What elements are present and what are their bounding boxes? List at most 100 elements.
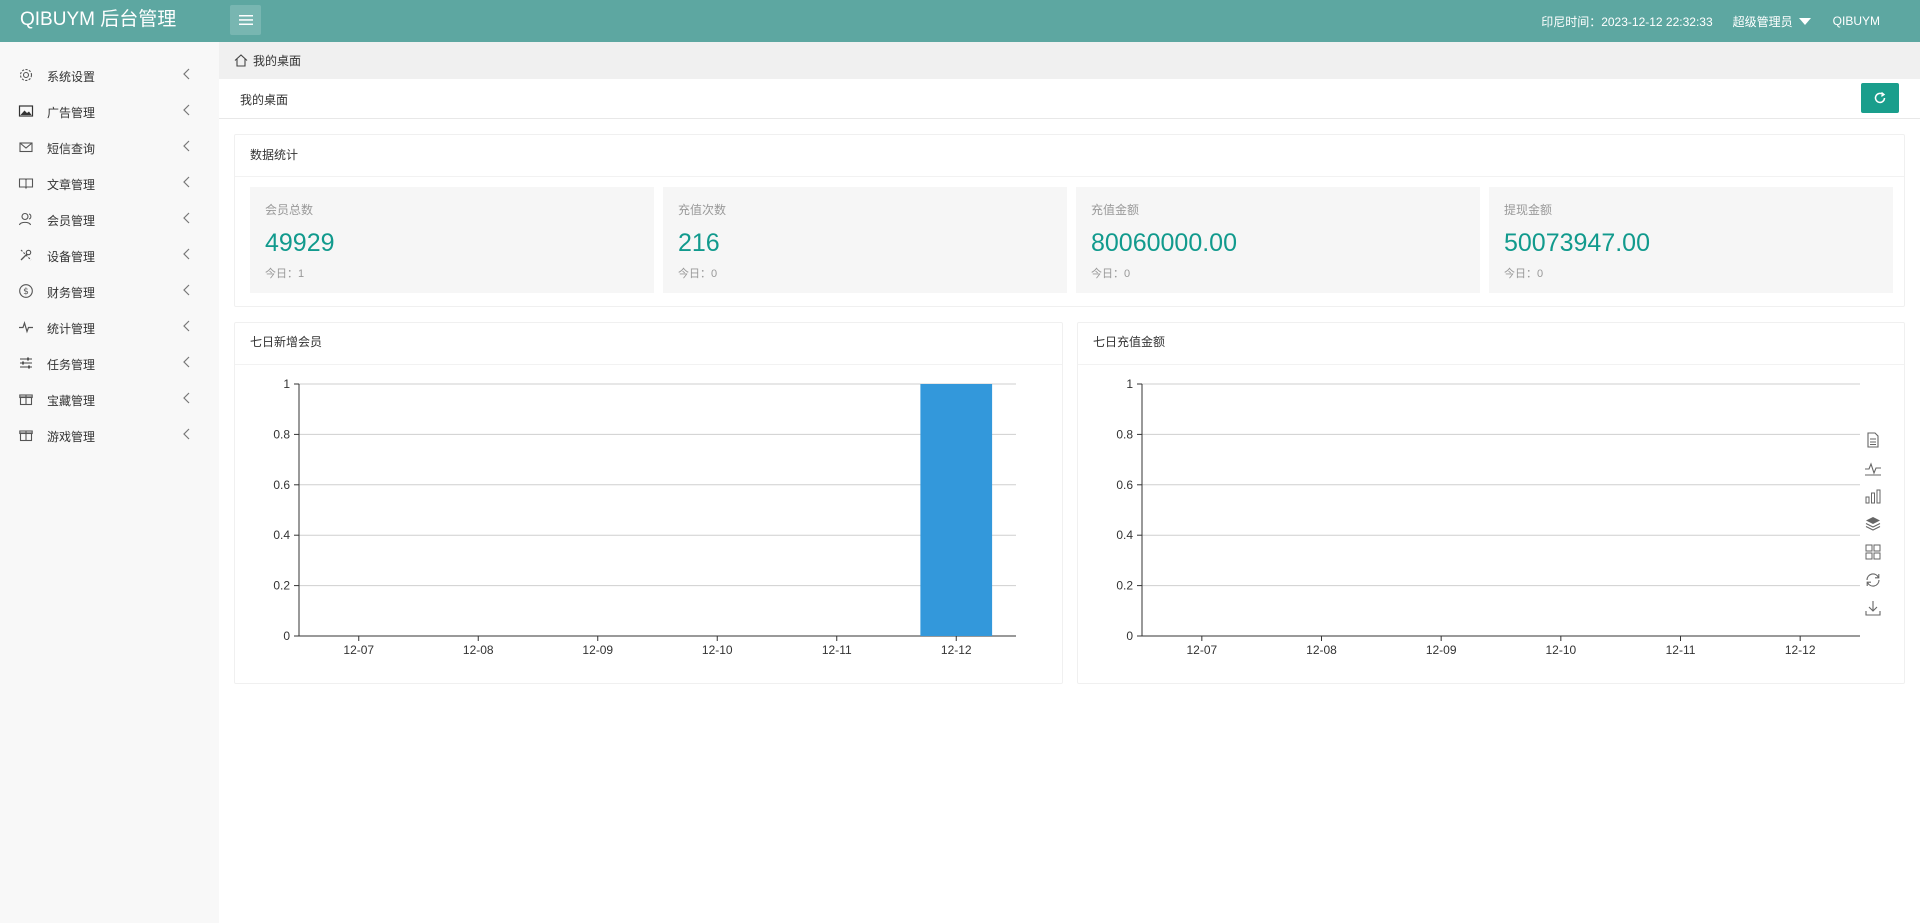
sidebar-item-statistics[interactable]: 统计管理 (0, 308, 219, 344)
stats-panel: 数据统计 会员总数 49929 今日：1 充值次数 216 今日：0 充值金额 … (234, 134, 1905, 307)
home-icon (234, 54, 248, 67)
download-icon[interactable] (1864, 599, 1882, 617)
sidebar-item-ads[interactable]: 广告管理 (0, 92, 219, 128)
x-tick-label: 12-09 (1426, 643, 1457, 657)
x-tick-label: 12-12 (1785, 643, 1816, 657)
x-tick-label: 12-07 (1186, 643, 1217, 657)
chevron-left-icon (183, 392, 190, 404)
new-members-chart: 0 0.2 0.4 0.6 0.8 1 12-07 12-08 12-09 12-10 12-11 1… (273, 377, 1016, 657)
sidebar-item-games[interactable]: 游戏管理 (0, 416, 219, 452)
x-tick-label: 12-12 (941, 643, 972, 657)
sidebar-item-articles[interactable]: 文章管理 (0, 164, 219, 200)
x-tick-label: 12-07 (343, 643, 374, 657)
x-tick-label: 12-11 (1666, 643, 1696, 657)
sidebar-item-label: 广告管理 (47, 106, 96, 120)
gift-icon (19, 430, 33, 442)
line-chart-icon[interactable] (1864, 459, 1882, 477)
sidebar-item-label: 短信查询 (47, 142, 96, 156)
sidebar-item-members[interactable]: 会员管理 (0, 200, 219, 236)
sidebar-item-label: 财务管理 (47, 286, 96, 300)
sidebar-item-label: 会员管理 (47, 214, 96, 228)
y-tick-label: 0.2 (1116, 579, 1133, 593)
sidebar-item-treasure[interactable]: 宝藏管理 (0, 380, 219, 416)
tiled-icon[interactable] (1864, 543, 1882, 561)
chevron-left-icon (183, 140, 190, 152)
sidebar-item-system-settings[interactable]: 系统设置 (0, 56, 219, 92)
restore-icon[interactable] (1864, 571, 1882, 589)
top-header: QIBUYM 后台管理 印尼时间：2023-12-12 22:32:33 超级管… (0, 0, 1920, 42)
stat-today: 今日：0 (678, 268, 718, 280)
sidebar-item-label: 设备管理 (47, 250, 96, 264)
sidebar-item-label: 系统设置 (47, 70, 96, 84)
sidebar-item-label: 宝藏管理 (47, 394, 96, 408)
x-tick-label: 12-10 (702, 643, 733, 657)
chart-panel-new-members: 七日新增会员 0 0.2 0.4 0.6 0.8 1 12-07 12-08 12-09 12-1… (234, 322, 1063, 684)
stats-panel-title: 数据统计 (235, 135, 1904, 177)
gear-icon (19, 68, 33, 82)
breadcrumb-item[interactable]: 我的桌面 (253, 54, 302, 68)
recharge-amount-chart: 0 0.2 0.4 0.6 0.8 1 12-07 12-08 12-09 12-10 12-11 1… (1116, 377, 1860, 657)
pulse-icon (19, 320, 33, 334)
stat-value: 80060000.00 (1091, 229, 1237, 257)
sidebar-item-sms[interactable]: 短信查询 (0, 128, 219, 164)
y-tick-label: 0.6 (273, 478, 290, 492)
y-tick-label: 0.8 (1116, 427, 1133, 441)
chevron-left-icon (183, 68, 190, 80)
tools-icon (20, 249, 32, 261)
x-tick-label: 12-10 (1545, 643, 1576, 657)
login-time: 印尼时间：2023-12-12 22:32:33 (1541, 14, 1713, 29)
username-link[interactable]: QIBUYM (1832, 14, 1880, 28)
breadcrumb: 我的桌面 (219, 42, 1920, 79)
sidebar-item-label: 任务管理 (47, 358, 96, 372)
mail-icon (19, 142, 33, 153)
stat-label: 充值次数 (678, 203, 727, 217)
refresh-icon (1874, 91, 1886, 104)
caret-down-icon (1798, 17, 1811, 25)
chart-title: 七日新增会员 (235, 323, 1062, 365)
sidebar-item-label: 统计管理 (47, 322, 96, 336)
page-header: 我的桌面 (219, 79, 1920, 119)
y-tick-label: 0.4 (1116, 528, 1133, 542)
chevron-left-icon (183, 104, 190, 116)
sidebar-item-label: 游戏管理 (47, 430, 96, 444)
data-view-icon[interactable] (1864, 431, 1882, 449)
stat-card-withdraw-amount: 提现金额 50073947.00 今日：0 (1489, 187, 1893, 293)
sidebar-item-devices[interactable]: 设备管理 (0, 236, 219, 272)
chevron-left-icon (183, 284, 190, 296)
x-tick-label: 12-08 (1306, 643, 1337, 657)
chevron-left-icon (183, 356, 190, 368)
page-title: 我的桌面 (240, 93, 289, 107)
stat-label: 充值金额 (1091, 203, 1140, 217)
chevron-left-icon (183, 428, 190, 440)
stat-today: 今日：0 (1504, 268, 1544, 280)
stack-icon[interactable] (1864, 515, 1882, 533)
chevron-left-icon (183, 212, 190, 224)
y-tick-label: 1 (1126, 377, 1133, 391)
x-tick-label: 12-11 (822, 643, 852, 657)
dollar-icon: $ (19, 284, 33, 298)
y-tick-label: 0.6 (1116, 478, 1133, 492)
app-logo[interactable]: QIBUYM 后台管理 (20, 9, 177, 30)
chart-toolbox (1864, 431, 1884, 627)
stat-value: 49929 (265, 229, 335, 257)
hamburger-icon (238, 15, 253, 25)
sidebar-item-label: 文章管理 (47, 178, 96, 192)
picture-icon (18, 105, 34, 117)
x-tick-label: 12-08 (463, 643, 494, 657)
stat-card-members: 会员总数 49929 今日：1 (250, 187, 654, 293)
menu-toggle-button[interactable] (230, 5, 261, 35)
sidebar-item-finance[interactable]: $ 财务管理 (0, 272, 219, 308)
y-tick-label: 0.4 (273, 528, 290, 542)
bar-chart-icon[interactable] (1864, 487, 1882, 505)
y-tick-label: 1 (283, 377, 290, 391)
stat-value: 216 (678, 229, 720, 257)
chevron-left-icon (183, 248, 190, 260)
chevron-left-icon (183, 320, 190, 332)
refresh-button[interactable] (1861, 83, 1899, 113)
sidebar-item-tasks[interactable]: 任务管理 (0, 344, 219, 380)
sidebar: 系统设置 广告管理 短信查询 文章管理 会员管理 设备管理 $ 财务管理 统计管… (0, 42, 219, 923)
y-tick-label: 0.8 (273, 427, 290, 441)
chart-title: 七日充值金额 (1078, 323, 1904, 365)
role-dropdown[interactable]: 超级管理员 (1733, 13, 1811, 30)
y-tick-label: 0 (1126, 629, 1133, 643)
